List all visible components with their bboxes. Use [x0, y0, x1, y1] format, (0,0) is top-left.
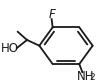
Text: NH: NH [77, 70, 94, 83]
Text: 2: 2 [89, 73, 95, 82]
Text: F: F [48, 8, 55, 21]
Text: HO: HO [1, 42, 19, 55]
